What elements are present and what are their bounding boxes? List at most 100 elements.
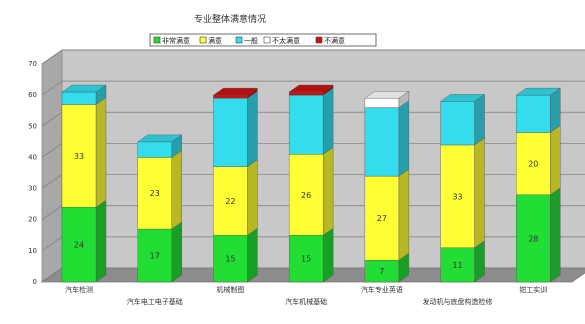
legend-swatch xyxy=(315,36,323,44)
legend-item: 不太满意 xyxy=(263,36,300,45)
bar-segment xyxy=(288,235,324,283)
x-category-label: 汽车机械基础 xyxy=(285,297,327,306)
bar-segment xyxy=(61,91,97,105)
data-label: 22 xyxy=(225,197,235,206)
chart-title: 专业整体满意情况 xyxy=(194,13,266,25)
bar-segment xyxy=(440,144,475,248)
gridline-side xyxy=(41,143,63,158)
bar-segment xyxy=(137,141,172,158)
x-category-label: 汽车专业英语 xyxy=(361,285,403,294)
x-category-label: 汽车检测 xyxy=(65,285,93,294)
bar-segment-side xyxy=(474,93,485,146)
bar-stack: 7 27 xyxy=(364,90,410,283)
bar-segment xyxy=(440,101,475,146)
y-tick-label: 70 xyxy=(28,60,37,68)
bar-segment xyxy=(137,228,172,283)
bar-top xyxy=(61,84,107,93)
legend-item: 一般 xyxy=(235,36,258,45)
gridline-side xyxy=(41,174,63,189)
data-label: 24 xyxy=(74,241,84,250)
bar-segment xyxy=(213,166,248,236)
bar-segment-side xyxy=(322,227,334,283)
bar-segment xyxy=(137,157,172,230)
data-label: 7 xyxy=(379,267,384,276)
bar-segment-side xyxy=(171,221,182,283)
gridline-side xyxy=(41,80,63,96)
bar-segment xyxy=(213,98,248,167)
legend-swatch xyxy=(199,36,207,44)
bar-segment-side xyxy=(398,100,410,177)
bar-top xyxy=(288,84,334,93)
x-category-label: 汽车电工电子基础 xyxy=(127,297,183,306)
data-label: 26 xyxy=(301,191,311,200)
gridline-side xyxy=(41,236,63,252)
bar-segment-side xyxy=(247,90,258,168)
data-label: 33 xyxy=(452,192,462,201)
bar-stack: 11 33 xyxy=(439,93,486,283)
legend-swatch xyxy=(153,36,161,44)
bar-segment xyxy=(516,194,551,283)
y-tick-label: 10 xyxy=(28,247,37,255)
bar-segment xyxy=(364,175,400,261)
x-category-label: 钳工实训 xyxy=(519,285,547,294)
bar-top xyxy=(439,94,486,102)
bar-segment xyxy=(61,104,97,208)
data-label: 28 xyxy=(528,234,538,243)
bar-segment-side xyxy=(398,168,410,261)
bar-segment xyxy=(364,107,400,177)
data-label: 27 xyxy=(377,214,387,223)
bar-top xyxy=(137,134,183,143)
legend-item: 不满意 xyxy=(315,36,345,45)
bar-segment xyxy=(213,94,248,99)
side-wall xyxy=(41,49,63,283)
data-label: 33 xyxy=(74,152,84,161)
bar-segment xyxy=(61,207,97,283)
bar-stack: 28 20 xyxy=(515,87,561,283)
bar-segment xyxy=(213,235,248,283)
gridline-side xyxy=(41,205,63,221)
y-tick-label: 0 xyxy=(33,278,37,286)
bar-segment-side xyxy=(322,146,334,236)
legend-item: 非常满意 xyxy=(153,36,190,45)
data-label: 20 xyxy=(528,160,538,169)
legend-label: 非常满意 xyxy=(162,36,190,45)
bar-segment-side xyxy=(550,125,561,196)
y-tick-label: 30 xyxy=(28,185,37,193)
x-category-label: 发动机与底盘构造检修 xyxy=(423,297,493,306)
bar-segment-side xyxy=(95,199,107,283)
bar-segment-side xyxy=(550,187,561,283)
bar-top xyxy=(515,87,561,96)
bar-segment-side xyxy=(322,87,334,155)
legend-swatch xyxy=(235,36,243,44)
y-tick-label: 60 xyxy=(28,91,37,99)
x-category-label: 机械制图 xyxy=(216,285,244,294)
plot-area: 0102030405060702433汽车检测1723汽车电工电子基础1522机… xyxy=(28,49,585,306)
bar-segment xyxy=(288,94,324,155)
legend-label: 不太满意 xyxy=(272,36,300,45)
bar-top xyxy=(212,87,259,96)
bar-segment-side xyxy=(474,137,485,249)
data-label: 15 xyxy=(225,255,235,264)
bar-segment xyxy=(440,247,475,283)
legend-item: 满意 xyxy=(199,36,222,45)
y-tick-label: 40 xyxy=(28,153,37,161)
legend-swatch xyxy=(263,36,271,44)
legend-label: 一般 xyxy=(244,36,258,45)
data-label: 23 xyxy=(150,189,160,198)
gridline-side xyxy=(41,111,63,127)
bar-segment xyxy=(288,154,324,236)
bar-segment xyxy=(288,91,324,96)
data-label: 11 xyxy=(452,261,462,270)
y-tick-label: 20 xyxy=(28,216,37,224)
bar-stack: 24 33 xyxy=(61,84,107,283)
bar-segment-side xyxy=(247,159,258,236)
legend-label: 不满意 xyxy=(324,36,345,45)
bar-segment-side xyxy=(550,87,561,133)
bar-segment xyxy=(516,94,551,133)
bar-segment-side xyxy=(95,97,107,208)
